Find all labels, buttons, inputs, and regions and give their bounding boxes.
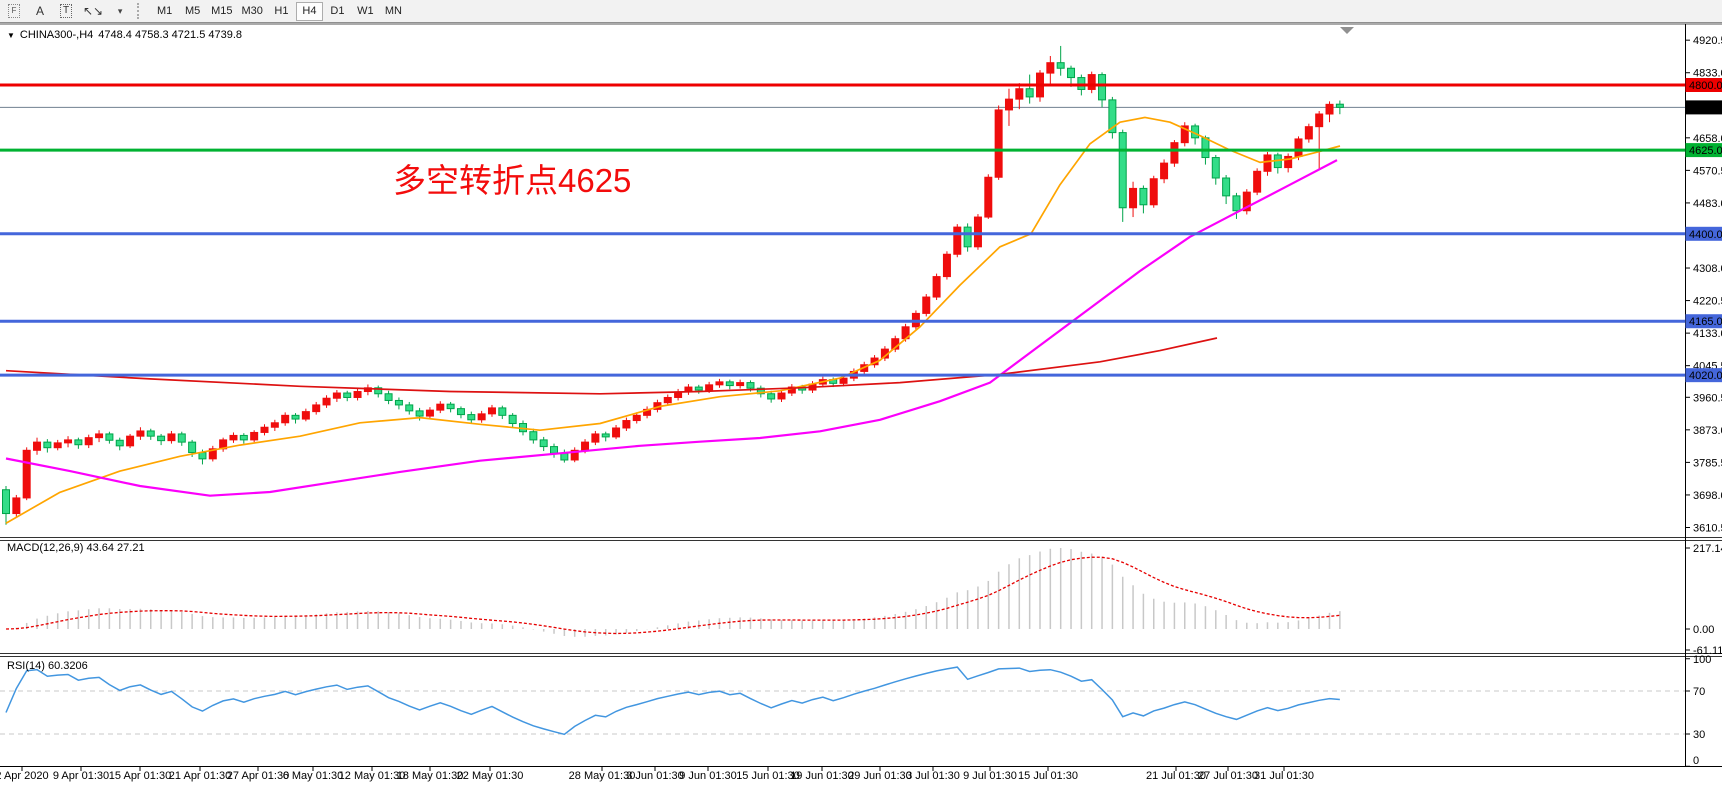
horizontal-lines-layer bbox=[0, 83, 1685, 377]
macd-layer bbox=[5, 548, 1341, 637]
svg-text:3960.5: 3960.5 bbox=[1693, 392, 1722, 404]
svg-text:4625.0: 4625.0 bbox=[1689, 145, 1722, 157]
svg-text:217.14: 217.14 bbox=[1693, 543, 1722, 555]
svg-text:28 May 01:30: 28 May 01:30 bbox=[569, 770, 636, 782]
timeframe-bar: M1 M5 M15 M30 H1 H4 D1 W1 MN bbox=[151, 1, 407, 21]
svg-text:15 Apr 01:30: 15 Apr 01:30 bbox=[109, 770, 171, 782]
svg-text:3873.0: 3873.0 bbox=[1693, 425, 1722, 437]
timeframe-button-M5[interactable]: M5 bbox=[179, 2, 206, 21]
chart-frame bbox=[0, 23, 1722, 767]
svg-text:18 May 01:30: 18 May 01:30 bbox=[397, 770, 464, 782]
chart-header: ▼ CHINA300-,H4 4748.4 4758.3 4721.5 4739… bbox=[7, 29, 242, 41]
svg-text:4220.5: 4220.5 bbox=[1693, 296, 1722, 308]
text-annotation-tool-icon: A bbox=[35, 4, 44, 18]
price-tag bbox=[1685, 143, 1722, 158]
svg-text:4570.5: 4570.5 bbox=[1693, 165, 1722, 177]
svg-text:4483.0: 4483.0 bbox=[1693, 198, 1722, 210]
timeframe-button-H1[interactable]: H1 bbox=[268, 2, 295, 21]
arrow-tools-dropdown-icon: ▾ bbox=[117, 5, 123, 16]
macd-label: MACD(12,26,9) 43.64 27.21 bbox=[7, 542, 145, 554]
svg-text:3785.5: 3785.5 bbox=[1693, 457, 1722, 469]
svg-text:4833.0: 4833.0 bbox=[1693, 68, 1722, 80]
svg-text:3 Jul 01:30: 3 Jul 01:30 bbox=[906, 770, 960, 782]
arrow-tools-dropdown[interactable]: ▾ bbox=[109, 2, 131, 21]
freehand-tool[interactable]: F bbox=[3, 2, 25, 21]
svg-text:21 Apr 01:30: 21 Apr 01:30 bbox=[169, 770, 231, 782]
rsi-layer bbox=[0, 666, 1685, 736]
svg-text:21 Jul 01:30: 21 Jul 01:30 bbox=[1146, 770, 1206, 782]
svg-text:2 Apr 2020: 2 Apr 2020 bbox=[0, 770, 49, 782]
svg-text:30: 30 bbox=[1693, 729, 1705, 741]
svg-text:9 Apr 01:30: 9 Apr 01:30 bbox=[53, 770, 109, 782]
svg-text:0.00: 0.00 bbox=[1693, 624, 1714, 636]
timeframe-button-H4[interactable]: H4 bbox=[295, 1, 323, 21]
svg-text:31 Jul 01:30: 31 Jul 01:30 bbox=[1254, 770, 1314, 782]
svg-text:100: 100 bbox=[1693, 654, 1711, 666]
timeframe-button-MN[interactable]: MN bbox=[380, 2, 407, 21]
svg-text:4800.0: 4800.0 bbox=[1689, 80, 1722, 92]
svg-text:9 Jul 01:30: 9 Jul 01:30 bbox=[963, 770, 1017, 782]
svg-text:19 Jun 01:30: 19 Jun 01:30 bbox=[790, 770, 854, 782]
chart-canvas[interactable]: 4920.5 4833.0 4658.0 4570.5 4483.0 4308.0 4220… bbox=[0, 23, 1722, 789]
svg-text:3610.5: 3610.5 bbox=[1693, 522, 1722, 534]
toolbar-tools: F A T ↖↘ ▾ bbox=[3, 2, 131, 21]
svg-text:4308.0: 4308.0 bbox=[1693, 263, 1722, 275]
svg-text:4400.0: 4400.0 bbox=[1689, 229, 1722, 241]
symbol-label: CHINA300-,H4 bbox=[19, 29, 94, 41]
timeframe-button-D1[interactable]: D1 bbox=[324, 2, 351, 21]
svg-text:6 May 01:30: 6 May 01:30 bbox=[283, 770, 344, 782]
ohlc-values: 4748.4 4758.3 4721.5 4739.8 bbox=[98, 29, 243, 41]
svg-text:-61.11: -61.11 bbox=[1693, 645, 1722, 657]
svg-text:3698.0: 3698.0 bbox=[1693, 490, 1722, 502]
price-tag bbox=[1685, 226, 1722, 241]
symbol-dropdown-icon[interactable]: ▼ bbox=[7, 30, 15, 40]
ma-medium-magenta bbox=[5, 159, 1338, 497]
price-axis[interactable]: 4920.5 4833.0 4658.0 4570.5 4483.0 4308.0 4220… bbox=[1685, 35, 1722, 767]
svg-text:15 Jun 01:30: 15 Jun 01:30 bbox=[736, 770, 800, 782]
chart-shift-marker bbox=[1340, 27, 1354, 34]
macd-signal-line bbox=[5, 556, 1340, 635]
svg-text:4165.0: 4165.0 bbox=[1689, 316, 1722, 328]
price-tag bbox=[1685, 368, 1722, 383]
toolbar: F A T ↖↘ ▾ M1 M5 M15 M30 H1 H4 D1 W1 MN bbox=[0, 0, 1722, 23]
price-tag bbox=[1685, 314, 1722, 329]
svg-text:4020.0: 4020.0 bbox=[1689, 370, 1722, 382]
ma-slow-red bbox=[5, 337, 1218, 395]
arrow-tools[interactable]: ↖↘ bbox=[81, 2, 105, 21]
ma-fast-orange bbox=[5, 116, 1341, 524]
svg-text:4739.8: 4739.8 bbox=[1689, 102, 1722, 114]
text-annotation-tool[interactable]: A bbox=[29, 2, 51, 21]
svg-text:0: 0 bbox=[1693, 755, 1699, 767]
freehand-tool-icon: F bbox=[7, 4, 21, 18]
timeframe-button-M15[interactable]: M15 bbox=[207, 2, 236, 21]
svg-text:3 Jun 01:30: 3 Jun 01:30 bbox=[626, 770, 684, 782]
svg-text:70: 70 bbox=[1693, 686, 1705, 698]
svg-text:22 May 01:30: 22 May 01:30 bbox=[457, 770, 524, 782]
text-label-tool-icon: T bbox=[59, 4, 73, 18]
moving-averages-layer bbox=[5, 116, 1341, 524]
svg-text:4920.5: 4920.5 bbox=[1693, 35, 1722, 47]
price-tag bbox=[1685, 100, 1722, 115]
price-tag bbox=[1685, 78, 1722, 92]
svg-text:29 Jun 01:30: 29 Jun 01:30 bbox=[848, 770, 912, 782]
timeframe-button-M1[interactable]: M1 bbox=[151, 2, 178, 21]
toolbar-separator bbox=[137, 3, 145, 19]
svg-text:4133.0: 4133.0 bbox=[1693, 328, 1722, 340]
timeframe-button-W1[interactable]: W1 bbox=[352, 2, 379, 21]
chart-text-annotation[interactable]: 多空转折点4625 bbox=[393, 162, 632, 199]
text-label-tool[interactable]: T bbox=[55, 2, 77, 21]
rsi-label: RSI(14) 60.3206 bbox=[7, 660, 88, 672]
arrow-tools-icon: ↖↘ bbox=[83, 4, 104, 18]
svg-text:4658.0: 4658.0 bbox=[1693, 133, 1722, 145]
rsi-line bbox=[5, 666, 1340, 736]
svg-text:27 Jul 01:30: 27 Jul 01:30 bbox=[1198, 770, 1258, 782]
svg-text:15 Jul 01:30: 15 Jul 01:30 bbox=[1018, 770, 1078, 782]
timeframe-button-M30[interactable]: M30 bbox=[238, 2, 267, 21]
svg-text:9 Jun 01:30: 9 Jun 01:30 bbox=[679, 770, 737, 782]
panel-separators bbox=[0, 537, 1722, 657]
svg-text:27 Apr 01:30: 27 Apr 01:30 bbox=[227, 770, 289, 782]
svg-text:12 May 01:30: 12 May 01:30 bbox=[339, 770, 406, 782]
